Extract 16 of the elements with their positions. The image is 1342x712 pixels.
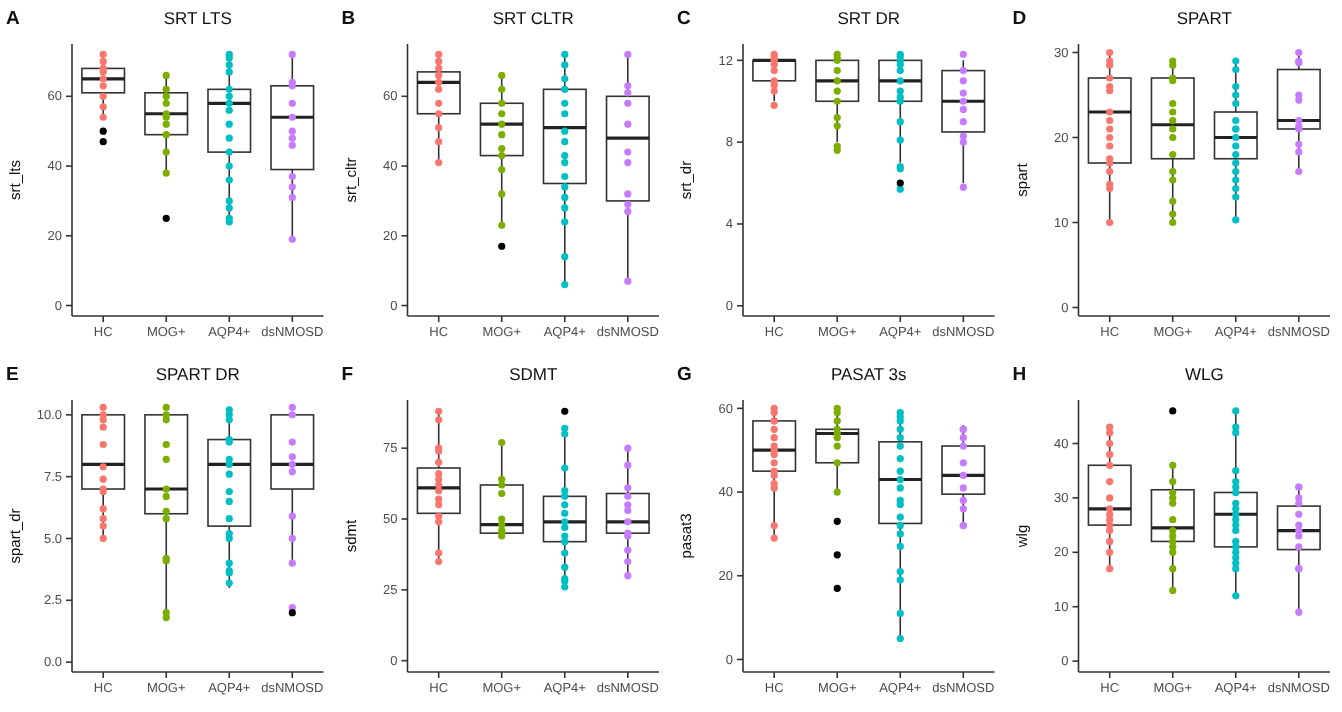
chart-title: SPART DR [155,364,240,384]
chart-title: SRT LTS [163,8,233,28]
text: H [1012,364,1027,386]
chart-title: PASAT 3s [830,364,907,384]
text: C [677,8,691,30]
text: A [6,8,20,30]
text: B [341,8,356,30]
chart-title: SRT DR [837,8,901,28]
text: E [6,364,19,386]
chart-title: SPART [1176,8,1232,28]
text: D [1012,8,1027,30]
text: F [341,364,354,386]
chart-title: SDMT [509,364,558,384]
chart-title: WLG [1184,364,1224,384]
chart-title: SRT CLTR [492,8,574,28]
text: G [677,364,692,386]
